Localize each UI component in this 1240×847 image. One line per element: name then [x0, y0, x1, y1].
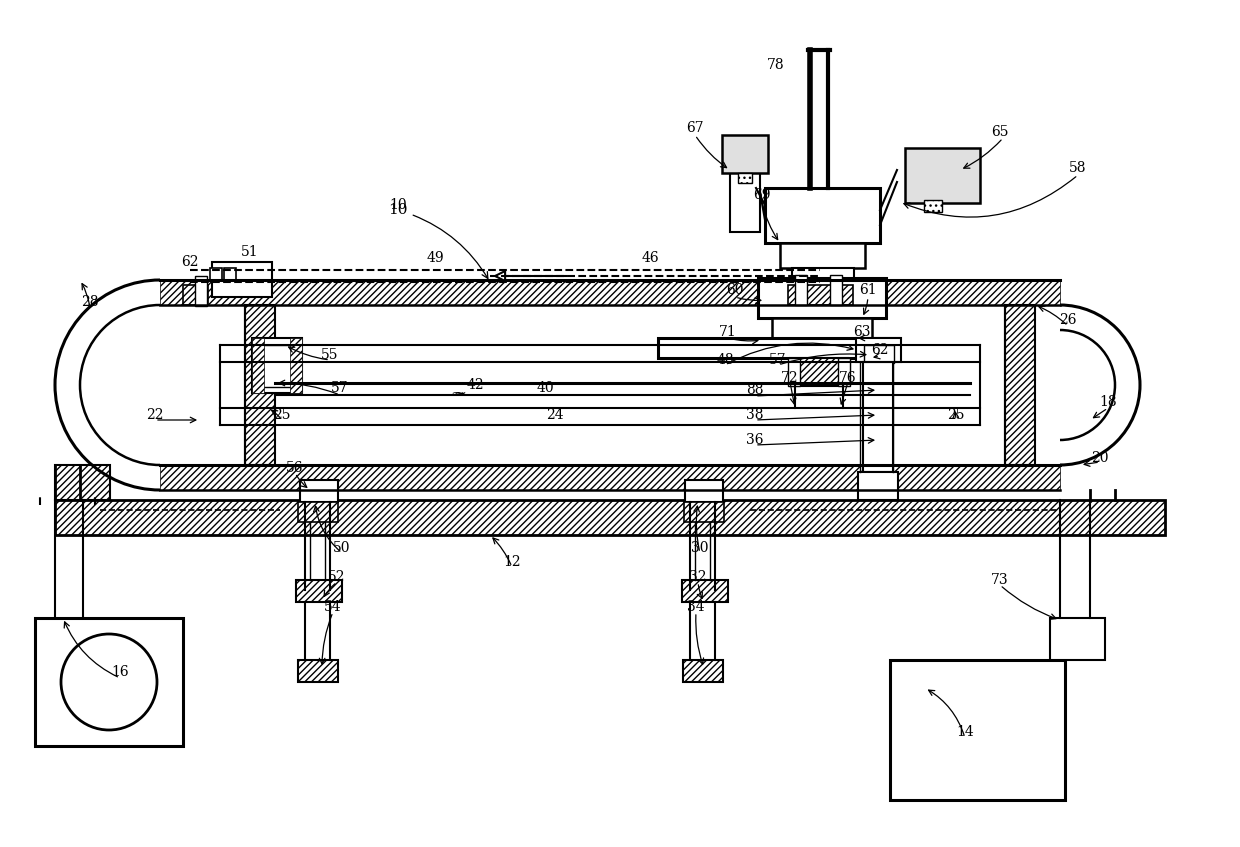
Text: 10: 10	[388, 203, 487, 279]
Bar	[210, 268, 222, 280]
Text: 24: 24	[546, 408, 564, 422]
Bar	[738, 173, 751, 183]
Text: 72: 72	[781, 371, 799, 385]
Bar	[864, 345, 894, 363]
Text: 55: 55	[321, 348, 339, 362]
Text: 62: 62	[181, 255, 198, 269]
Bar	[160, 465, 1060, 490]
Bar	[296, 580, 342, 602]
Text: 76: 76	[839, 371, 857, 385]
Text: 56: 56	[286, 461, 304, 475]
Bar	[298, 502, 339, 522]
Bar	[684, 502, 724, 522]
Bar	[795, 275, 807, 305]
Text: 51: 51	[242, 245, 259, 259]
Bar	[683, 660, 723, 682]
Text: 18: 18	[1099, 395, 1117, 409]
Text: 63: 63	[853, 325, 870, 339]
Bar	[863, 362, 893, 472]
Bar	[780, 243, 866, 268]
Bar	[773, 318, 872, 340]
Bar	[790, 358, 848, 386]
Bar	[792, 268, 854, 286]
Text: 61: 61	[859, 283, 877, 297]
Bar	[258, 362, 278, 377]
Bar	[722, 135, 768, 173]
Text: 22: 22	[146, 408, 164, 422]
Text: 57: 57	[331, 381, 348, 395]
Text: 32: 32	[689, 570, 707, 584]
Bar	[658, 338, 898, 358]
Text: 67: 67	[686, 121, 704, 135]
Text: 16: 16	[112, 665, 129, 679]
Text: 25: 25	[947, 408, 965, 422]
Text: 52: 52	[329, 570, 346, 584]
Bar	[787, 358, 800, 386]
Bar	[682, 580, 728, 602]
Bar	[858, 472, 898, 500]
Text: 28: 28	[82, 295, 99, 309]
Bar	[258, 355, 288, 385]
Bar	[684, 480, 723, 502]
Text: 26: 26	[1059, 313, 1076, 327]
Text: 42: 42	[466, 378, 484, 392]
Text: 62: 62	[872, 343, 889, 357]
Bar	[890, 660, 1065, 800]
Bar	[184, 285, 208, 305]
Bar	[905, 148, 980, 203]
Text: ~: ~	[450, 385, 464, 401]
Text: 49: 49	[427, 251, 444, 265]
Bar	[787, 285, 853, 305]
Bar	[1004, 305, 1035, 465]
Bar	[298, 660, 339, 682]
Bar	[246, 305, 275, 465]
Bar	[830, 275, 842, 305]
Bar	[820, 348, 839, 368]
Text: 57: 57	[769, 353, 787, 367]
Text: 36: 36	[746, 433, 764, 447]
Text: 34: 34	[687, 600, 704, 614]
Bar	[1050, 618, 1105, 660]
Bar	[290, 338, 303, 393]
Text: 60: 60	[727, 283, 744, 297]
Text: 38: 38	[746, 408, 764, 422]
Text: 48: 48	[717, 353, 734, 367]
Bar	[856, 338, 901, 362]
Text: 25: 25	[273, 408, 290, 422]
Bar	[758, 278, 887, 318]
Text: 14: 14	[956, 725, 973, 739]
Text: 10: 10	[389, 198, 407, 212]
Bar	[160, 280, 1060, 305]
Text: 50: 50	[334, 541, 351, 555]
Text: 65: 65	[991, 125, 1009, 139]
Text: 54: 54	[324, 600, 342, 614]
Bar	[212, 262, 272, 297]
Bar	[300, 480, 339, 502]
Bar	[765, 188, 880, 243]
Text: ~: ~	[454, 385, 466, 401]
Text: 78: 78	[768, 58, 785, 72]
Bar	[820, 340, 849, 370]
Bar	[258, 345, 296, 387]
Text: 30: 30	[691, 541, 709, 555]
Text: 88: 88	[746, 383, 764, 397]
Text: 46: 46	[641, 251, 658, 265]
Bar	[252, 338, 264, 393]
Text: 20: 20	[1091, 451, 1109, 465]
Bar	[252, 338, 303, 393]
Text: 58: 58	[1069, 161, 1086, 175]
Text: 71: 71	[719, 325, 737, 339]
Bar	[55, 465, 110, 500]
Bar	[730, 170, 760, 232]
Text: 40: 40	[536, 381, 554, 395]
Bar	[224, 268, 236, 280]
Text: 69: 69	[753, 188, 771, 202]
Bar	[838, 358, 849, 386]
Bar	[195, 276, 207, 306]
Bar	[35, 618, 184, 746]
Text: 12: 12	[503, 555, 521, 569]
Text: 73: 73	[991, 573, 1009, 587]
Bar	[924, 200, 942, 212]
Bar	[55, 500, 1166, 535]
